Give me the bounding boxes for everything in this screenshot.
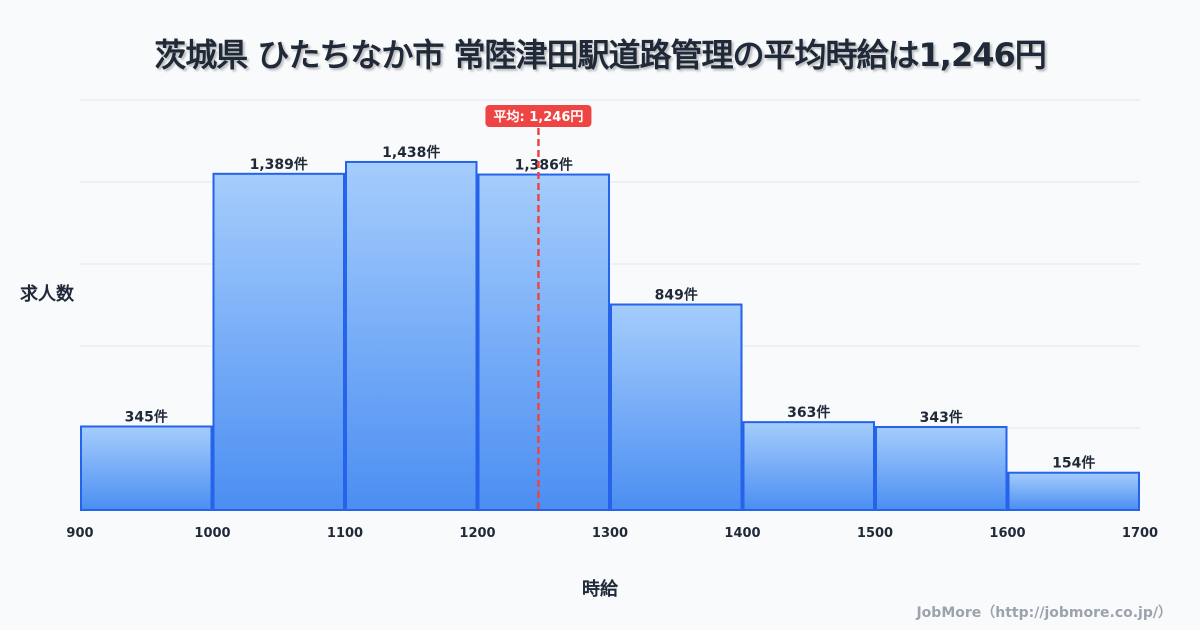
histogram-bar	[610, 303, 743, 511]
chart-title: 茨城県 ひたちなか市 常陸津田駅道路管理の平均時給は1,246円	[154, 36, 1047, 74]
bar-value-label: 343件	[920, 409, 963, 426]
x-tick-label: 1500	[857, 526, 893, 541]
histogram-bar	[1007, 471, 1140, 511]
histogram-bar	[80, 425, 213, 512]
bar-value-label: 1,386件	[515, 157, 573, 174]
mean-badge	[485, 105, 592, 127]
bar-value-label: 1,389件	[250, 156, 308, 173]
x-tick-label: 1300	[592, 526, 628, 541]
x-tick-label: 1700	[1122, 526, 1158, 541]
bar-value-label: 363件	[787, 404, 830, 421]
x-axis-label: 時給	[582, 579, 618, 600]
x-tick-label: 900	[66, 526, 93, 541]
x-tick-label: 1600	[989, 526, 1025, 541]
bar-value-label: 1,438件	[382, 144, 440, 161]
x-tick-label: 1100	[327, 526, 363, 541]
bar-value-label: 154件	[1052, 455, 1095, 472]
histogram-bar	[742, 421, 875, 511]
y-axis-label: 求人数	[20, 284, 74, 305]
x-tick-label: 1000	[194, 526, 230, 541]
histogram-bar	[875, 425, 1008, 511]
x-tick-label: 1200	[459, 526, 495, 541]
credit-watermark: JobMore（http://jobmore.co.jp/）	[916, 605, 1172, 621]
mean-label: 平均: 1,246円	[494, 109, 584, 125]
bar-value-label: 849件	[655, 287, 698, 304]
x-tick-label: 1400	[724, 526, 760, 541]
histogram-bar	[212, 172, 345, 511]
bar-value-label: 345件	[125, 408, 168, 425]
histogram-bar	[477, 173, 610, 512]
histogram-bar	[345, 160, 478, 511]
